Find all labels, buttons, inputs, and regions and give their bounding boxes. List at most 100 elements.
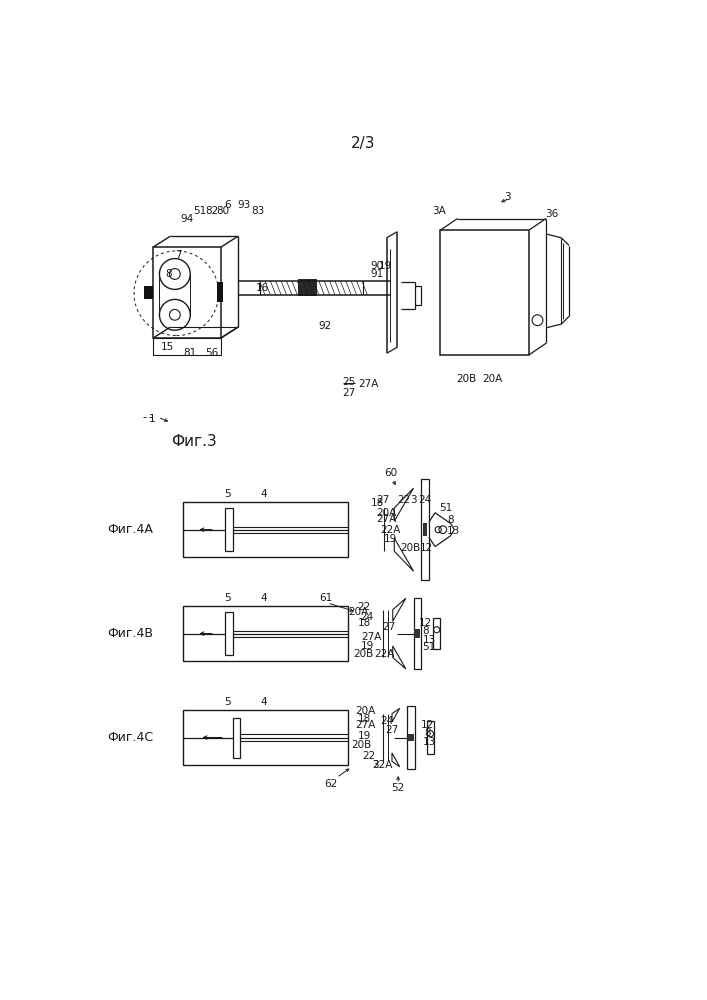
Text: 5: 5 [224,593,230,603]
Text: 82: 82 [205,206,218,216]
Text: 7: 7 [175,250,182,260]
Text: 19: 19 [384,534,397,544]
Bar [182,502,348,557]
Text: 3: 3 [410,495,417,505]
Text: 20A: 20A [482,374,502,384]
Text: 3A: 3A [432,206,446,216]
Text: Фиг.4B: Фиг.4B [107,627,153,640]
Text: 4: 4 [261,697,267,707]
Bar [217,282,223,302]
Text: 5: 5 [224,489,230,499]
Text: 13: 13 [422,737,436,747]
Bar [408,734,414,741]
Bar [414,598,421,669]
Text: 20B: 20B [400,543,421,553]
Text: 62: 62 [324,779,337,789]
Text: 61: 61 [319,593,332,603]
Bar [233,718,240,758]
Bar [153,338,221,355]
Text: 27A: 27A [376,514,397,524]
Bar [421,479,429,580]
Bar [153,247,221,338]
Polygon shape [393,646,406,669]
Text: 27A: 27A [361,632,381,642]
Text: 27: 27 [385,725,399,735]
Text: 16: 16 [256,283,269,293]
Text: 27: 27 [382,622,395,632]
Text: 8: 8 [424,728,431,738]
Polygon shape [392,753,399,767]
Text: 4: 4 [261,489,267,499]
Polygon shape [395,488,414,521]
Text: 60: 60 [384,468,397,478]
Bar [426,721,434,754]
Text: 52: 52 [392,783,405,793]
Text: Фиг.4A: Фиг.4A [107,523,153,536]
Text: Фиг.3: Фиг.3 [171,434,217,449]
Text: 13: 13 [447,526,460,536]
Bar [225,508,233,551]
Text: 80: 80 [216,206,229,216]
Text: 19: 19 [379,261,392,271]
Text: 12: 12 [421,720,434,730]
Text: 24: 24 [380,716,393,726]
Text: 20B: 20B [354,649,373,659]
Bar [414,629,421,638]
Text: 22A: 22A [380,525,401,535]
Text: 27: 27 [342,388,356,398]
Text: 12: 12 [419,618,432,628]
Text: 27: 27 [376,495,390,505]
Text: 51: 51 [422,642,436,652]
Text: 12: 12 [420,543,433,553]
Text: 18: 18 [358,714,371,724]
Bar [407,706,415,769]
Text: 92: 92 [318,321,332,331]
Text: 22: 22 [357,602,370,612]
Text: 18: 18 [358,618,371,628]
Text: 4: 4 [261,593,267,603]
Polygon shape [392,708,399,722]
Bar [298,279,317,296]
Text: Фиг.4C: Фиг.4C [107,731,153,744]
Polygon shape [395,538,414,571]
Text: 81: 81 [184,348,197,358]
Text: 3: 3 [372,760,378,770]
Text: 19: 19 [361,641,374,651]
Text: 51: 51 [193,206,206,216]
Text: 8: 8 [448,515,454,525]
Text: 27A: 27A [358,379,379,389]
Text: 5: 5 [224,697,230,707]
Text: 20A: 20A [348,607,368,617]
Text: 18: 18 [370,498,384,508]
Text: 20B: 20B [351,740,371,750]
Text: 90: 90 [370,261,384,271]
Text: 83: 83 [252,206,264,216]
Text: 20A: 20A [376,508,397,518]
Text: 1: 1 [148,414,155,424]
Text: 22: 22 [397,495,410,505]
Text: 93: 93 [238,200,251,210]
Polygon shape [393,598,406,621]
Text: 8: 8 [165,269,172,279]
Text: 51: 51 [439,503,452,513]
Bar [182,710,348,765]
Text: 20A: 20A [356,706,376,716]
Bar [144,286,153,299]
Text: 19: 19 [358,731,371,741]
Text: 24: 24 [361,612,374,622]
Text: 22A: 22A [374,649,395,659]
Text: 22A: 22A [373,760,393,770]
Text: 2/3: 2/3 [351,136,375,151]
Text: 91: 91 [370,269,384,279]
Bar [423,523,428,536]
Text: 27A: 27A [356,720,376,730]
Text: 20B: 20B [456,374,476,384]
Text: 36: 36 [546,209,559,219]
Text: 24: 24 [419,495,432,505]
Text: 56: 56 [205,348,218,358]
Text: 25: 25 [342,377,356,387]
Bar [433,618,440,649]
Text: 22: 22 [362,751,375,761]
Bar [182,606,348,661]
Text: 13: 13 [422,635,436,645]
